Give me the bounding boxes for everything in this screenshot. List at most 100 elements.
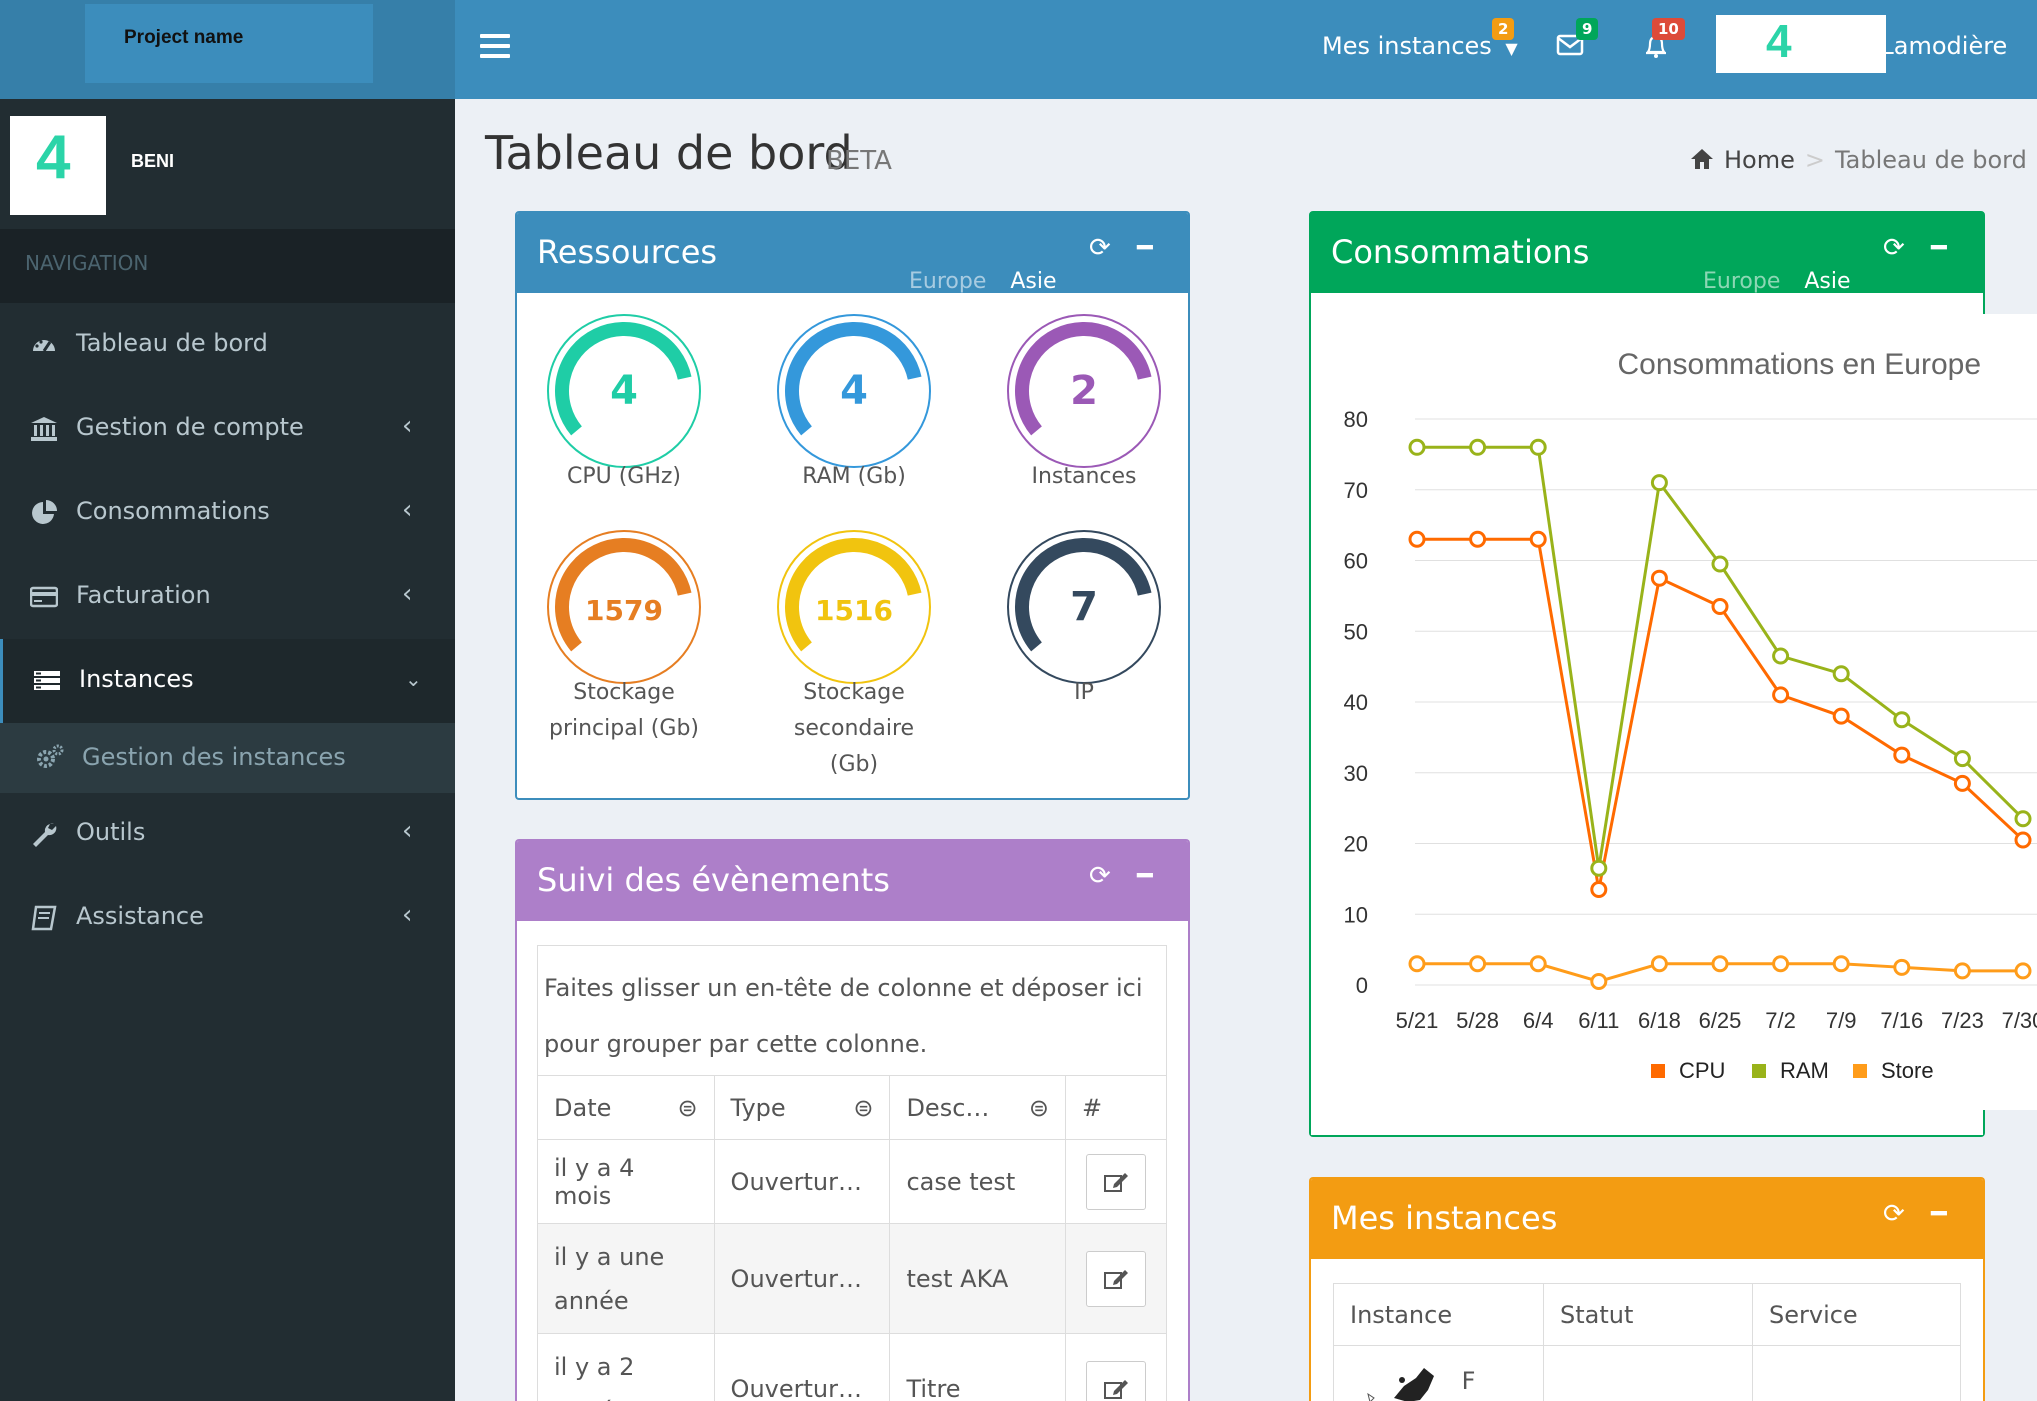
minus-icon: ━ (1137, 861, 1153, 891)
x-tick-label: 7/30 (2002, 1008, 2037, 1033)
page-subtitle-tag: BETA (826, 146, 892, 176)
my-instances-title: Mes instances (1331, 1199, 1558, 1237)
table-row[interactable]: il y a 2 années Ouvertur… Titre (537, 1333, 1167, 1401)
collapse-button[interactable]: ━ (1137, 233, 1153, 263)
sidebar-item-label: Gestion des instances (82, 743, 346, 771)
consumption-region-tabs: Europe Asie (1703, 269, 1851, 294)
gauge-value: 2 (1070, 368, 1098, 414)
gauge-dial: 4 (547, 314, 701, 468)
gauge-ring (547, 530, 701, 684)
gauge-value: 4 (610, 368, 638, 414)
edit-icon (1104, 1269, 1128, 1289)
col-header-label: Date (554, 1093, 612, 1122)
cell-type: Ouvertur… (713, 1139, 891, 1224)
refresh-button[interactable]: ⟳ (1883, 233, 1905, 263)
col-header-date[interactable]: Date ⊜ (537, 1075, 715, 1140)
sidebar-item-gestion-de-compte[interactable]: Gestion de compte ‹ (0, 387, 455, 471)
sidebar-item-consommations[interactable]: Consommations ‹ (0, 471, 455, 555)
europe-map-icon (1367, 1367, 1434, 1401)
data-point (1408, 438, 1426, 456)
gauge-6: 7 IP (999, 529, 1169, 711)
sidebar-item-facturation[interactable]: Facturation ‹ (0, 555, 455, 639)
gauge-label: IP (1074, 680, 1094, 705)
gauge-value: 7 (1070, 584, 1098, 630)
filter-icon[interactable]: ⊜ (853, 1093, 874, 1122)
legend-label: RAM (1780, 1058, 1829, 1083)
gauge-dial: 7 (1007, 530, 1161, 684)
sidebar-item-label: Gestion de compte (76, 413, 304, 441)
edit-button[interactable] (1086, 1250, 1146, 1307)
col-header-instance[interactable]: Instance (1333, 1283, 1544, 1346)
bank-icon (31, 417, 57, 441)
x-tick-label: 7/16 (1880, 1008, 1923, 1033)
data-point (1953, 774, 1971, 792)
sidebar-item-assistance[interactable]: Assistance ‹ (0, 876, 455, 960)
collapse-button[interactable]: ━ (1931, 233, 1947, 263)
gauge-label: RAM (Gb) (802, 464, 906, 489)
events-box: Suivi des évènements ⟳ ━ Faites glisser … (515, 839, 1190, 1401)
messages-button[interactable] (1556, 33, 1584, 61)
instances-menu[interactable]: Mes instances ▼ (1322, 32, 1518, 60)
filter-icon[interactable]: ⊜ (677, 1093, 698, 1122)
breadcrumb-home-link[interactable]: Home (1724, 146, 1795, 174)
x-tick-label: 5/21 (1396, 1008, 1439, 1033)
collapse-button[interactable]: ━ (1931, 1199, 1947, 1229)
tab-europe[interactable]: Europe (909, 269, 987, 294)
data-point (1590, 880, 1608, 898)
cell-date: il y a une année (537, 1223, 715, 1334)
refresh-button[interactable]: ⟳ (1883, 1199, 1905, 1229)
sidebar-item-instances[interactable]: Instances ⌄ (0, 639, 455, 723)
legend-swatch (1651, 1064, 1665, 1078)
col-header-label: Desc… (906, 1093, 990, 1122)
user-logo: 4 (1766, 15, 1792, 67)
table-row[interactable]: il y a 4 mois Ouvertur… case test (537, 1139, 1167, 1224)
gauge-value: 1579 (585, 594, 663, 627)
refresh-button[interactable]: ⟳ (1089, 861, 1111, 891)
tab-asie[interactable]: Asie (1010, 269, 1057, 294)
legend-label: Store (1881, 1058, 1934, 1083)
edit-button[interactable] (1086, 1360, 1146, 1401)
wrench-icon (33, 823, 57, 847)
table-row[interactable]: F (1333, 1345, 1961, 1401)
col-header-statut[interactable]: Statut (1543, 1283, 1753, 1346)
instance-name: F (1461, 1366, 1476, 1395)
sidebar-user-name: BENI (131, 151, 175, 171)
menu-icon (480, 34, 510, 38)
gauge-ring (777, 530, 931, 684)
gauge-ring (547, 314, 701, 468)
y-tick-label: 60 (1344, 549, 1368, 574)
edit-button[interactable] (1086, 1153, 1146, 1210)
tab-asie[interactable]: Asie (1804, 269, 1851, 294)
data-point (1650, 569, 1668, 587)
sidebar-item-tableau-de-bord[interactable]: Tableau de bord (0, 303, 455, 387)
breadcrumb: Home > Tableau de bord (1690, 146, 2027, 174)
gauge-label: Instances (1031, 464, 1137, 489)
tab-europe[interactable]: Europe (1703, 269, 1781, 294)
sidebar-toggle-button[interactable] (480, 34, 510, 60)
filter-icon[interactable]: ⊜ (1028, 1093, 1049, 1122)
col-header-desc[interactable]: Desc… ⊜ (889, 1075, 1066, 1140)
brand-logo-box[interactable] (85, 4, 373, 83)
chart-title: Consommations en Europe (1617, 348, 1981, 381)
data-point (1469, 955, 1487, 973)
series-line-cpu (1417, 537, 2025, 890)
events-header: Suivi des évènements ⟳ ━ (517, 841, 1188, 921)
sidebar-item-outils[interactable]: Outils ‹ (0, 792, 455, 876)
col-header-type[interactable]: Type ⊜ (713, 1075, 891, 1140)
data-point (1408, 955, 1426, 973)
x-tick-label: 6/18 (1638, 1008, 1681, 1033)
sidebar-item-label: Assistance (76, 902, 204, 930)
group-drop-area[interactable]: Faites glisser un en-tête de colonne et … (537, 945, 1167, 1075)
cell-desc: Titre (889, 1333, 1066, 1401)
gauge-label: Stockage secondaire (Gb) (793, 680, 915, 777)
col-header-service[interactable]: Service (1752, 1283, 1961, 1346)
collapse-button[interactable]: ━ (1137, 861, 1153, 891)
sidebar-item-gestion-des-instances[interactable]: Gestion des instances (0, 723, 455, 793)
sidebar-item-label: Tableau de bord (76, 329, 268, 357)
refresh-button[interactable]: ⟳ (1089, 233, 1111, 263)
cell-type: Ouvertur… (713, 1333, 891, 1401)
instances-badge: 2 (1492, 18, 1515, 40)
user-menu[interactable] (1716, 15, 1886, 73)
table-row[interactable]: il y a une année Ouvertur… test AKA (537, 1223, 1167, 1334)
y-tick-label: 40 (1344, 690, 1368, 715)
